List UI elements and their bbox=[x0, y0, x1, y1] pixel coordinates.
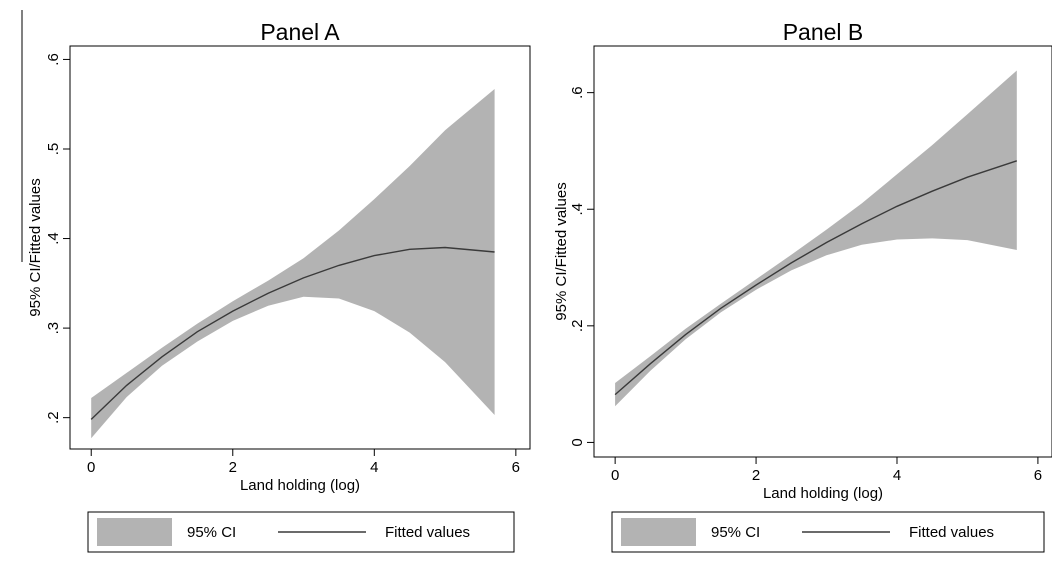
x-tick-label: 4 bbox=[893, 467, 901, 484]
legend-swatch-ci bbox=[97, 518, 172, 546]
legend-swatch-ci bbox=[621, 518, 696, 546]
y-tick-label: 0 bbox=[569, 438, 586, 446]
legend: 95% CI Fitted values bbox=[87, 511, 515, 553]
fitted-line bbox=[90, 246, 495, 420]
x-tick-label: 4 bbox=[370, 459, 378, 476]
x-axis-title: Land holding (log) bbox=[240, 477, 360, 494]
legend-label-fit: Fitted values bbox=[385, 524, 470, 541]
y-tick-label: .4 bbox=[569, 203, 586, 216]
ci-band bbox=[91, 89, 495, 439]
y-tick-label: .3 bbox=[45, 322, 62, 335]
x-tick-label: 2 bbox=[752, 467, 760, 484]
fitted-line bbox=[614, 160, 1018, 396]
y-tick-label: .2 bbox=[45, 411, 62, 424]
x-tick-label: 0 bbox=[611, 467, 619, 484]
plot-frame bbox=[593, 45, 1052, 458]
x-tick-label: 6 bbox=[512, 459, 520, 476]
panel-title: Panel A bbox=[260, 19, 340, 45]
y-tick-label: .5 bbox=[45, 143, 62, 156]
ci-band bbox=[615, 70, 1017, 407]
x-axis-title: Land holding (log) bbox=[763, 485, 883, 502]
x-tick-label: 6 bbox=[1034, 467, 1042, 484]
legend-label-fit: Fitted values bbox=[909, 524, 994, 541]
legend-label-ci: 95% CI bbox=[187, 524, 236, 541]
panel-title: Panel B bbox=[783, 19, 864, 45]
y-axis-title: 95% CI/Fitted values bbox=[27, 178, 44, 316]
panel-a: Panel A 0 2 4 6 .2 .3 .4 .5 .6 Land holding (log) 9… bbox=[27, 19, 531, 553]
y-tick-label: .2 bbox=[569, 320, 586, 333]
x-tick-label: 2 bbox=[229, 459, 237, 476]
y-tick-label: .6 bbox=[45, 53, 62, 66]
y-tick-label: .6 bbox=[569, 86, 586, 99]
y-tick-label: .4 bbox=[45, 232, 62, 245]
x-tick-label: 0 bbox=[87, 459, 95, 476]
plot-frame bbox=[69, 45, 531, 450]
y-axis-title: 95% CI/Fitted values bbox=[553, 182, 570, 320]
panel-b: Panel B 0 2 4 6 0 .2 .4 .6 Land holding (log) 95% … bbox=[553, 19, 1052, 553]
legend-label-ci: 95% CI bbox=[711, 524, 760, 541]
legend: 95% CI Fitted values bbox=[611, 511, 1045, 553]
